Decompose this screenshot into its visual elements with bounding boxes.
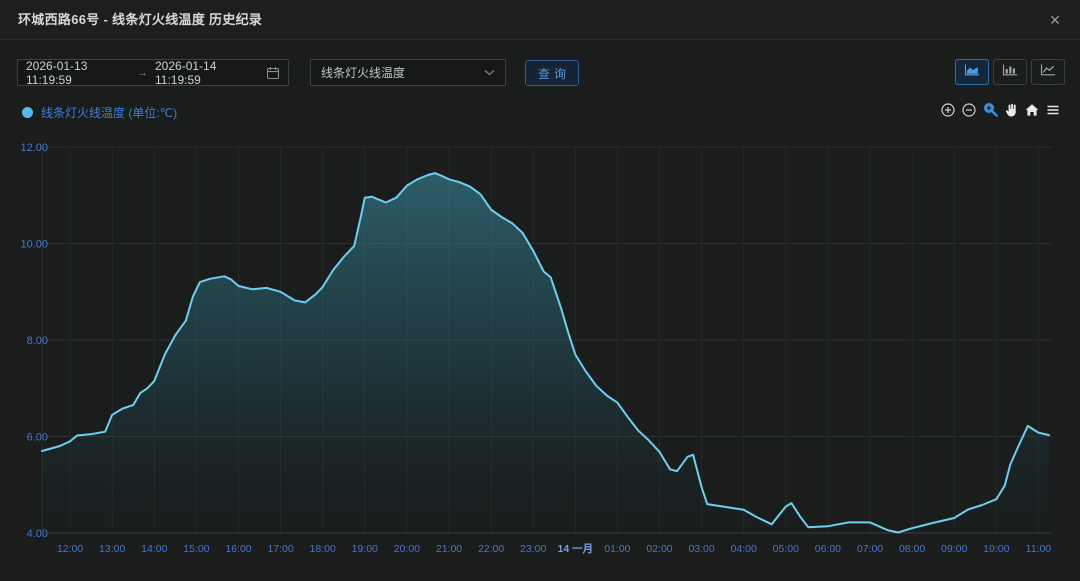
line-chart-icon [1039, 63, 1057, 82]
x-axis-label: 20:00 [394, 543, 420, 555]
x-axis-label: 05:00 [773, 543, 799, 555]
date-start-value: 2026-01-13 11:19:59 [26, 58, 88, 87]
zoom-in-icon [940, 102, 956, 123]
query-button[interactable]: 查询 [525, 60, 579, 86]
zoom-select-button[interactable] [981, 103, 999, 121]
close-icon: × [1049, 10, 1061, 30]
chart-type-line-button[interactable] [1031, 59, 1065, 85]
x-axis-label: 16:00 [225, 543, 251, 555]
legend[interactable]: 线条灯火线温度 (单位:℃) [22, 104, 177, 121]
legend-dot [22, 107, 33, 118]
home-icon [1024, 102, 1040, 123]
hand-icon [1003, 102, 1019, 123]
metric-select[interactable]: 线条灯火线温度 [310, 59, 506, 86]
chart-type-group [955, 59, 1065, 85]
x-axis-label: 04:00 [731, 543, 757, 555]
y-axis-label: 10.00 [20, 239, 48, 251]
calendar-icon [266, 66, 280, 80]
zoom-in-button[interactable] [939, 102, 957, 123]
x-axis-label: 10:00 [983, 543, 1009, 555]
area-chart-icon [963, 63, 981, 82]
title-bar: 环城西路66号 - 线条灯火线温度 历史纪录 × [0, 0, 1080, 40]
date-end-value: 2026-01-14 11:19:59 [155, 58, 217, 87]
x-axis-label: 19:00 [352, 543, 378, 555]
metric-select-value: 线条灯火线温度 [321, 66, 406, 80]
x-axis-label: 14:00 [141, 543, 167, 555]
x-axis-label: 09:00 [941, 543, 967, 555]
bar-chart-icon [1001, 63, 1019, 82]
x-axis-label: 21:00 [436, 543, 462, 555]
y-axis-label: 8.00 [27, 335, 48, 347]
chart-toolbar [939, 102, 1062, 123]
x-axis-label: 23:00 [520, 543, 546, 555]
y-axis-label: 6.00 [27, 432, 48, 444]
pan-button[interactable] [1002, 103, 1020, 121]
menu-icon [1045, 102, 1061, 123]
x-axis-label: 14 一月 [557, 543, 593, 555]
x-axis-label: 01:00 [604, 543, 630, 555]
window-title: 环城西路66号 - 线条灯火线温度 历史纪录 [18, 12, 263, 27]
query-button-label: 查询 [537, 66, 570, 81]
menu-button[interactable] [1044, 103, 1062, 121]
close-button[interactable]: × [1044, 9, 1066, 31]
y-axis-label: 12.00 [20, 142, 48, 154]
chart-type-bar-button[interactable] [993, 59, 1027, 85]
home-button[interactable] [1023, 103, 1041, 121]
x-axis-label: 06:00 [815, 543, 841, 555]
x-axis-label: 07:00 [857, 543, 883, 555]
series-area [42, 173, 1049, 533]
legend-label: 线条灯火线温度 (单位:℃) [41, 106, 178, 120]
x-axis-label: 22:00 [478, 543, 504, 555]
series-line [41, 172, 1050, 534]
x-axis-label: 02:00 [646, 543, 672, 555]
x-axis-label: 18:00 [310, 543, 336, 555]
zoom-out-button[interactable] [960, 102, 978, 123]
x-axis-label: 08:00 [899, 543, 925, 555]
x-axis-label: 03:00 [688, 543, 714, 555]
chevron-down-icon [484, 69, 495, 76]
chart-area: 12.00 10.00 8.00 6.00 4.00 12:00 13:00 14:00 15:… [0, 133, 1080, 581]
x-axis-label: 17:00 [267, 543, 293, 555]
x-axis-label: 15:00 [183, 543, 209, 555]
zoom-out-icon [961, 102, 977, 123]
x-axis-label: 13:00 [99, 543, 125, 555]
date-range-input[interactable]: 2026-01-13 11:19:59 → 2026-01-14 11:19:5… [17, 58, 289, 87]
magnifier-icon [982, 101, 999, 123]
chart-type-area-button[interactable] [955, 59, 989, 85]
x-axis-label: 12:00 [57, 543, 83, 555]
x-axis-label: 11:00 [1026, 543, 1052, 555]
date-range-arrow-icon: → [137, 66, 148, 79]
